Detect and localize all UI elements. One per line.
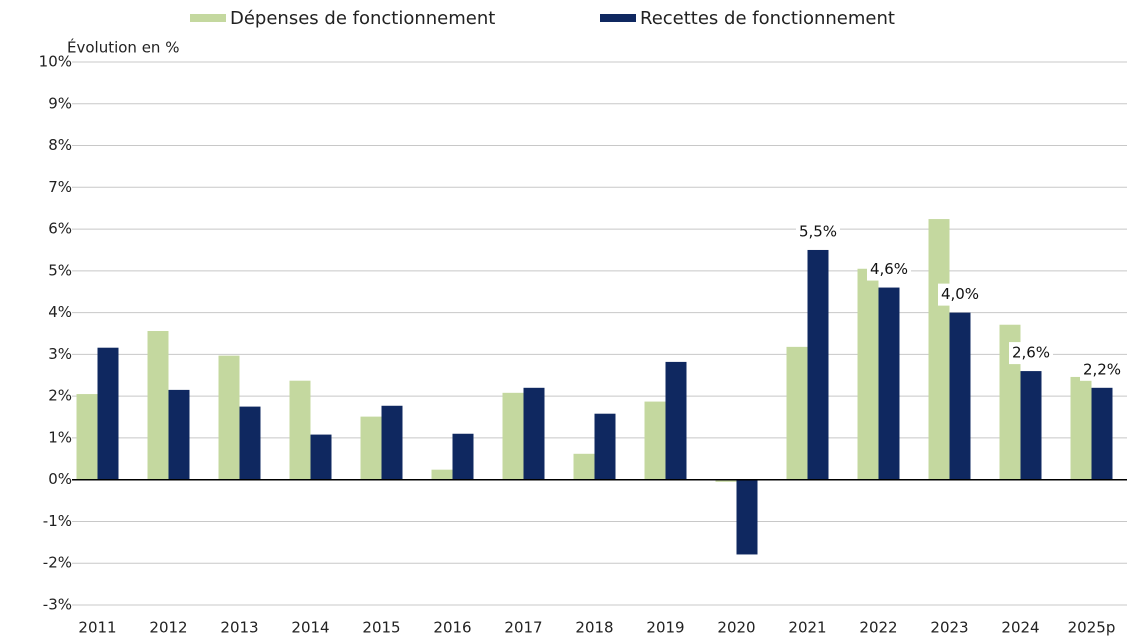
y-tick-label: 1% xyxy=(48,428,72,446)
value-label: 4,0% xyxy=(941,285,979,303)
bar xyxy=(289,380,311,480)
bar xyxy=(715,479,737,482)
y-tick-label: 4% xyxy=(48,303,72,321)
bar xyxy=(452,433,474,480)
y-tick-label: 6% xyxy=(48,220,72,238)
x-tick-label: 2022 xyxy=(859,619,897,636)
bar xyxy=(1091,387,1113,480)
y-tick-label: 8% xyxy=(48,136,72,154)
bar xyxy=(928,219,950,480)
bar xyxy=(736,479,758,555)
value-label-bg xyxy=(1080,358,1124,381)
x-tick-label: 2017 xyxy=(504,619,542,636)
bar xyxy=(97,347,119,480)
legend-swatch xyxy=(190,14,226,22)
y-axis-label: Évolution en % xyxy=(67,38,179,57)
x-tick-label: 2016 xyxy=(433,619,471,636)
bar xyxy=(1020,371,1042,480)
bar xyxy=(381,405,403,480)
x-tick-label: 2020 xyxy=(717,619,755,636)
bar xyxy=(147,330,169,480)
x-tick-label: 2011 xyxy=(78,619,116,636)
value-label: 2,2% xyxy=(1083,360,1121,378)
legend-swatch xyxy=(600,14,636,22)
x-tick-label: 2012 xyxy=(149,619,187,636)
bar xyxy=(310,434,332,480)
value-label: 4,6% xyxy=(870,260,908,278)
value-label: 5,5% xyxy=(799,222,837,240)
y-tick-label: 10% xyxy=(39,53,72,71)
y-tick-label: -1% xyxy=(43,512,72,530)
x-tick-label: 2014 xyxy=(291,619,329,636)
y-tick-label: 9% xyxy=(48,94,72,112)
bar xyxy=(360,416,382,480)
x-tick-label: 2024 xyxy=(1001,619,1039,636)
y-tick-label: -2% xyxy=(43,554,72,572)
y-tick-label: 7% xyxy=(48,178,72,196)
value-label: 2,6% xyxy=(1012,344,1050,362)
value-label-bg xyxy=(1009,342,1053,365)
bar xyxy=(573,453,595,480)
value-label-bg xyxy=(796,220,840,243)
y-tick-label: 3% xyxy=(48,345,72,363)
bar xyxy=(594,413,616,480)
x-tick-label: 2019 xyxy=(646,619,684,636)
value-label-bg xyxy=(867,258,911,281)
value-label-bg xyxy=(938,283,982,306)
x-tick-label: 2023 xyxy=(930,619,968,636)
bar xyxy=(644,401,666,480)
bar xyxy=(239,406,261,480)
x-tick-label: 2013 xyxy=(220,619,258,636)
y-tick-label: 0% xyxy=(48,470,72,488)
bar xyxy=(168,389,190,480)
bar xyxy=(807,249,829,480)
bar xyxy=(431,469,453,480)
legend-label: Recettes de fonctionnement xyxy=(640,8,895,29)
x-tick-label: 2018 xyxy=(575,619,613,636)
bar xyxy=(76,394,98,480)
y-tick-label: 5% xyxy=(48,261,72,279)
bar xyxy=(857,268,879,480)
x-tick-label: 2015 xyxy=(362,619,400,636)
bar xyxy=(502,392,524,480)
x-tick-label: 2021 xyxy=(788,619,826,636)
bar xyxy=(1070,376,1092,480)
legend-label: Dépenses de fonctionnement xyxy=(230,8,495,29)
y-tick-label: 2% xyxy=(48,387,72,405)
bar xyxy=(665,361,687,480)
x-tick-label: 2025p xyxy=(1068,619,1116,636)
bar xyxy=(218,355,240,480)
bar xyxy=(949,312,971,480)
bar xyxy=(786,346,808,480)
y-tick-label: -3% xyxy=(43,596,72,614)
bar xyxy=(523,387,545,480)
bar xyxy=(878,287,900,480)
